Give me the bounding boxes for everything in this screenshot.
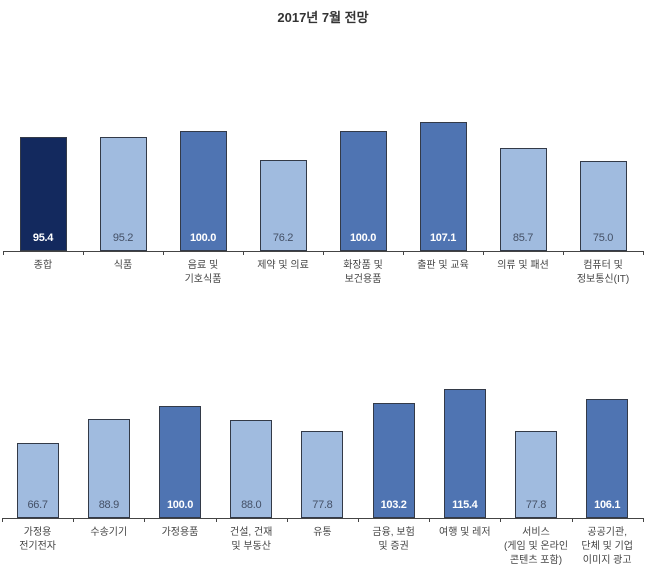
category-label: 제약 및 의료 (257, 260, 309, 271)
bar: 88.9 (87, 418, 130, 518)
bar: 100.0 (159, 406, 201, 518)
x-axis-tick (83, 251, 84, 255)
bar: 100.0 (179, 131, 227, 251)
category-label: 식품 (113, 260, 133, 271)
x-axis-tick (144, 518, 146, 522)
bar: 85.7 (499, 148, 547, 251)
bar-value-label: 95.2 (112, 231, 134, 244)
chart-title: 2017년 7월 전망 (277, 10, 369, 25)
x-axis-tick (163, 251, 164, 255)
bar: 88.0 (230, 419, 273, 518)
category-label: 수송기기 (90, 527, 128, 538)
x-axis-tick (358, 518, 359, 522)
category-label: 여행 및 레저 (439, 527, 491, 538)
x-axis-tick (286, 518, 288, 522)
bar-value-label: 100.0 (166, 498, 194, 511)
category-label: 컴퓨터 및 정보통신(IT) (576, 260, 630, 285)
x-axis-tick (500, 518, 502, 522)
bar-value-label: 75.0 (592, 232, 614, 244)
x-axis-tick (429, 518, 431, 522)
bar-value-label: 103.2 (380, 498, 407, 511)
bar-value-label: 66.7 (27, 498, 48, 511)
bar: 100.0 (339, 131, 387, 251)
category-label: 유통 (313, 527, 332, 538)
category-label: 공공기관, 단체 및 기업 이미지 광고 (581, 527, 633, 566)
x-axis-tick (2, 518, 3, 522)
bar: 107.1 (419, 122, 467, 251)
category-label: 금융, 보험 및 증권 (372, 527, 415, 552)
x-axis-tick (403, 251, 404, 255)
x-axis-tick (3, 251, 4, 255)
bar: 75.0 (579, 161, 627, 251)
bar: 77.8 (515, 431, 557, 518)
x-axis-tick (642, 518, 644, 522)
bar-value-label: 100.0 (189, 232, 217, 244)
bar-value-label: 88.9 (98, 498, 120, 511)
bar-value-label: 88.0 (241, 498, 262, 511)
bar-value-label: 100.0 (349, 232, 377, 244)
bar: 106.1 (586, 399, 629, 518)
bar: 115.4 (443, 388, 486, 518)
bar: 103.2 (372, 402, 415, 518)
bar-value-label: 77.8 (525, 498, 547, 511)
bar: 77.8 (301, 431, 344, 518)
x-axis-tick (323, 251, 324, 255)
category-label: 건설, 건재 및 부동산 (230, 527, 273, 552)
x-axis-tick (563, 251, 564, 255)
bar-value-label: 85.7 (512, 231, 534, 244)
x-axis-tick (243, 251, 244, 255)
category-label: 의류 및 패션 (497, 260, 549, 271)
bar: 76.2 (259, 159, 307, 251)
x-axis-tick (483, 251, 484, 255)
x-axis-line (2, 518, 644, 519)
bar: 95.2 (99, 136, 147, 251)
x-axis-tick (73, 518, 75, 522)
category-label: 음료 및 기호식품 (184, 260, 222, 285)
bar: 95.4 (19, 136, 67, 251)
x-axis-tick (643, 251, 644, 255)
bar: 66.7 (16, 443, 59, 518)
bar-value-label: 95.4 (32, 231, 54, 244)
x-axis-tick (571, 518, 573, 522)
bar-value-label: 115.4 (452, 498, 478, 511)
bar-value-label: 106.1 (594, 498, 621, 511)
category-label: 출판 및 교육 (417, 260, 469, 271)
bar-value-label: 76.2 (272, 231, 294, 244)
x-axis-tick (215, 518, 217, 522)
bar-value-label: 77.8 (312, 498, 333, 511)
category-label: 가정용품 (161, 527, 199, 538)
bar-value-label: 107.1 (429, 231, 457, 244)
category-label: 가정용 전기전자 (19, 527, 56, 552)
category-label: 서비스 (게임 및 온라인 콘텐츠 포함) (503, 527, 569, 566)
category-label: 화장품 및 보건용품 (343, 260, 383, 285)
category-label: 종합 (33, 260, 53, 271)
